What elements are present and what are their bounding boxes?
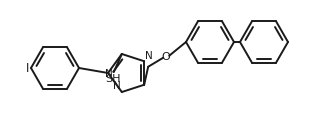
Text: N: N: [145, 51, 153, 61]
Text: SH: SH: [105, 74, 121, 84]
Text: I: I: [26, 61, 29, 74]
Text: N: N: [105, 69, 112, 79]
Text: O: O: [162, 52, 171, 62]
Text: N: N: [113, 81, 121, 91]
